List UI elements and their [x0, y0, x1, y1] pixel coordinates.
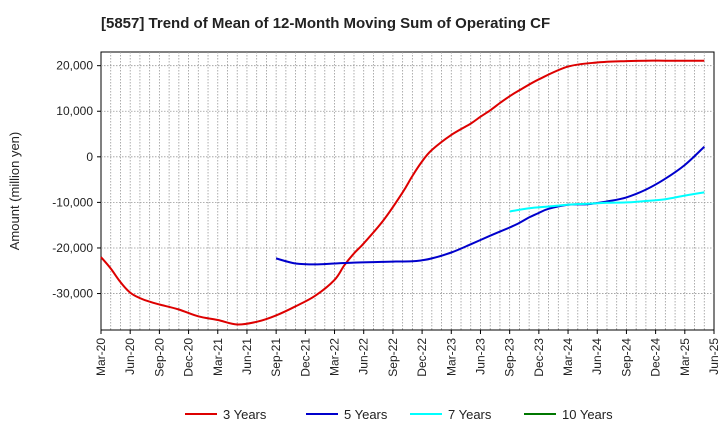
- y-tick-label: 0: [86, 150, 93, 164]
- y-tick-label: -10,000: [52, 195, 93, 209]
- x-tick-label: Mar-21: [211, 338, 225, 376]
- x-tick-label: Mar-22: [328, 338, 342, 376]
- y-tick-label: 20,000: [56, 59, 93, 73]
- y-tick-label: -30,000: [52, 287, 93, 301]
- x-tick-label: Jun-23: [473, 338, 487, 375]
- legend-label-7-years: 7 Years: [448, 407, 492, 422]
- chart-title: [5857] Trend of Mean of 12-Month Moving …: [101, 15, 550, 32]
- x-tick-label: Sep-23: [503, 338, 517, 377]
- series-line-3-years: [100, 59, 705, 326]
- y-tick-label: -20,000: [52, 241, 93, 255]
- x-tick-label: Sep-24: [619, 338, 633, 377]
- x-tick-label: Dec-23: [532, 338, 546, 377]
- x-tick-label: Mar-25: [678, 338, 692, 376]
- x-tick-label: Jun-24: [590, 338, 604, 375]
- grid: [101, 52, 714, 330]
- x-tick-label: Dec-21: [298, 338, 312, 377]
- x-tick-label: Jun-25: [707, 338, 720, 375]
- y-tick-label: 10,000: [56, 104, 93, 118]
- x-tick-label: Dec-20: [182, 338, 196, 377]
- series-line-7-years: [509, 191, 705, 213]
- legend: 3 Years 5 Years 7 Years 10 Years: [185, 407, 613, 422]
- legend-label-10-years: 10 Years: [562, 407, 613, 422]
- x-tick-label: Dec-24: [649, 338, 663, 377]
- series-line-5-years: [275, 146, 705, 266]
- x-axis: Mar-20 Jun-20 Sep-20 Dec-20 Mar-21 Jun-21 Sep-…: [94, 330, 720, 377]
- x-tick-label: Sep-20: [152, 338, 166, 377]
- series-group: [100, 59, 705, 326]
- y-axis-label: Amount (million yen): [7, 132, 22, 251]
- x-tick-label: Jun-20: [123, 338, 137, 375]
- x-tick-label: Mar-20: [94, 338, 108, 376]
- legend-label-5-years: 5 Years: [344, 407, 388, 422]
- x-tick-label: Sep-21: [269, 338, 283, 377]
- plot-area: [100, 51, 715, 331]
- x-tick-label: Jun-22: [357, 338, 371, 375]
- x-tick-label: Dec-22: [415, 338, 429, 377]
- legend-label-3-years: 3 Years: [223, 407, 267, 422]
- x-tick-label: Sep-22: [386, 338, 400, 377]
- x-tick-label: Jun-21: [240, 338, 254, 375]
- y-axis: 20,000 10,000 0 -10,000 -20,000 -30,000: [52, 59, 101, 301]
- x-tick-label: Mar-24: [561, 338, 575, 376]
- x-tick-label: Mar-23: [444, 338, 458, 376]
